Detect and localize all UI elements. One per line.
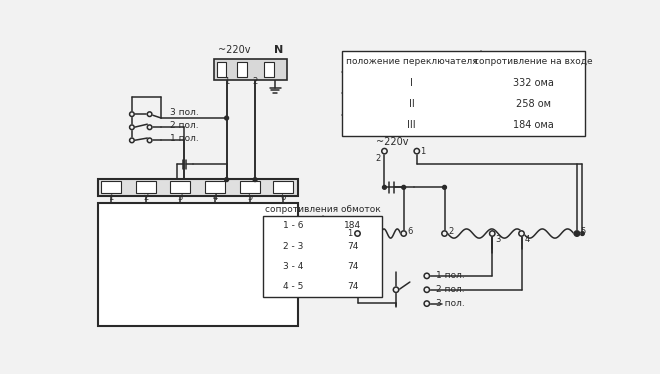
Circle shape bbox=[147, 138, 152, 142]
Bar bbox=[342, 51, 585, 136]
Circle shape bbox=[393, 287, 399, 292]
Text: 4: 4 bbox=[525, 235, 530, 244]
Circle shape bbox=[383, 186, 386, 189]
Circle shape bbox=[253, 178, 257, 181]
Text: сопротивление на входе: сопротивление на входе bbox=[474, 57, 593, 66]
Text: 184: 184 bbox=[344, 221, 361, 230]
Text: 258 ом: 258 ом bbox=[515, 99, 550, 109]
Bar bbox=[98, 179, 298, 196]
Text: 2 - 3: 2 - 3 bbox=[282, 242, 303, 251]
Text: 5: 5 bbox=[581, 227, 585, 236]
Text: 6: 6 bbox=[407, 227, 412, 236]
Bar bbox=[273, 181, 293, 193]
Bar bbox=[170, 181, 191, 193]
Text: N: N bbox=[273, 45, 283, 55]
Text: 2 пол.: 2 пол. bbox=[170, 121, 199, 130]
Text: 2: 2 bbox=[376, 154, 381, 163]
Circle shape bbox=[129, 138, 134, 142]
Circle shape bbox=[424, 287, 430, 292]
Text: 2 пол.: 2 пол. bbox=[436, 285, 465, 294]
Text: 1 пол.: 1 пол. bbox=[170, 134, 199, 143]
Text: 184 ома: 184 ома bbox=[513, 120, 554, 130]
Text: 1: 1 bbox=[224, 77, 229, 86]
Text: 4 - 5: 4 - 5 bbox=[282, 282, 303, 291]
Circle shape bbox=[147, 112, 152, 116]
Bar bbox=[240, 181, 259, 193]
Bar bbox=[265, 62, 274, 77]
Bar bbox=[216, 62, 226, 77]
Text: ~220v: ~220v bbox=[376, 137, 409, 147]
Bar bbox=[205, 181, 225, 193]
Circle shape bbox=[424, 273, 430, 279]
Text: II: II bbox=[409, 99, 414, 109]
Text: 4: 4 bbox=[213, 193, 218, 202]
Circle shape bbox=[442, 231, 447, 236]
Text: 3 пол.: 3 пол. bbox=[436, 299, 465, 308]
Text: 6: 6 bbox=[280, 193, 286, 202]
Circle shape bbox=[224, 178, 228, 181]
Text: сопротивления обмоток: сопротивления обмоток bbox=[265, 205, 380, 214]
Bar bbox=[263, 216, 382, 297]
Text: 1 пол.: 1 пол. bbox=[436, 272, 465, 280]
Text: 2: 2 bbox=[143, 193, 148, 202]
Circle shape bbox=[519, 231, 524, 236]
Bar bbox=[238, 62, 247, 77]
Text: 3: 3 bbox=[496, 235, 501, 244]
Circle shape bbox=[129, 112, 134, 116]
Text: 5: 5 bbox=[247, 193, 252, 202]
Circle shape bbox=[224, 116, 228, 120]
Circle shape bbox=[401, 231, 407, 236]
Bar bbox=[136, 181, 156, 193]
Circle shape bbox=[580, 232, 584, 236]
Circle shape bbox=[129, 125, 134, 129]
Text: III: III bbox=[407, 120, 416, 130]
Text: I: I bbox=[410, 78, 413, 88]
Circle shape bbox=[574, 231, 579, 236]
Text: 1 - 6: 1 - 6 bbox=[282, 221, 303, 230]
Circle shape bbox=[355, 231, 360, 236]
Bar bbox=[101, 181, 121, 193]
Circle shape bbox=[575, 232, 579, 236]
Text: положение переключателя: положение переключателя bbox=[346, 57, 477, 66]
Text: 1: 1 bbox=[420, 147, 426, 156]
Bar bbox=[214, 59, 286, 80]
Text: 3 - 4: 3 - 4 bbox=[282, 262, 303, 271]
Text: 74: 74 bbox=[346, 282, 358, 291]
Circle shape bbox=[443, 186, 446, 189]
Bar bbox=[98, 203, 298, 326]
Circle shape bbox=[414, 148, 420, 154]
Circle shape bbox=[381, 148, 387, 154]
Text: 1: 1 bbox=[108, 193, 114, 202]
Text: 3 пол.: 3 пол. bbox=[170, 108, 199, 117]
Text: 74: 74 bbox=[346, 242, 358, 251]
Text: 3: 3 bbox=[178, 193, 183, 202]
Circle shape bbox=[490, 231, 495, 236]
Text: ~220v: ~220v bbox=[218, 45, 251, 55]
Circle shape bbox=[147, 125, 152, 129]
Text: 2: 2 bbox=[448, 227, 453, 236]
Text: 2: 2 bbox=[253, 77, 257, 86]
Text: 74: 74 bbox=[346, 262, 358, 271]
Circle shape bbox=[402, 186, 406, 189]
Text: 332 ома: 332 ома bbox=[513, 78, 554, 88]
Text: 1: 1 bbox=[347, 229, 352, 238]
Circle shape bbox=[424, 301, 430, 306]
